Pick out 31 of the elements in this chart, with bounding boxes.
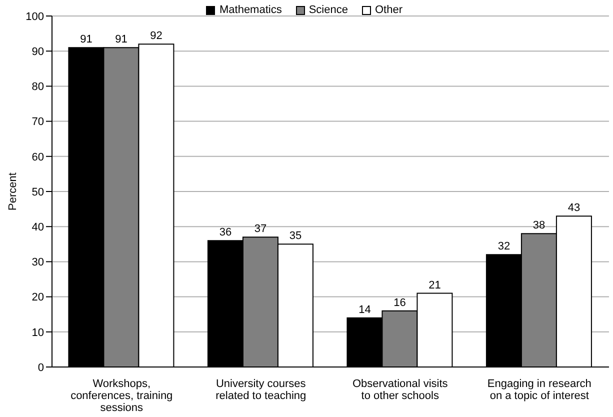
data-label: 32: [498, 240, 510, 253]
legend-label: Science: [308, 4, 348, 16]
data-label: 36: [219, 226, 232, 239]
data-label: 91: [80, 34, 92, 46]
y-tick-label: 30: [32, 256, 44, 269]
x-tick-label: Engaging in research on a topic of interest: [487, 378, 592, 402]
y-tick-label: 10: [32, 326, 44, 339]
y-tick-label: 90: [32, 46, 44, 58]
x-tick-label: Observational visits to other schools: [352, 378, 448, 402]
data-label: 21: [428, 279, 441, 292]
y-tick-label: 60: [32, 151, 44, 164]
data-label: 14: [358, 304, 371, 316]
data-label: 37: [254, 223, 267, 236]
data-label: 92: [150, 30, 162, 42]
y-axis-title: Percent: [6, 172, 19, 210]
data-label: 35: [289, 230, 302, 242]
y-tick-label: 80: [32, 81, 44, 94]
y-tick-label: 20: [32, 292, 44, 304]
y-tick-label: 0: [38, 362, 44, 374]
data-label: 43: [568, 202, 580, 214]
data-label: 91: [115, 34, 128, 46]
y-tick-label: 100: [26, 10, 44, 23]
legend-label: Mathematics: [219, 4, 282, 16]
x-tick-label: Workshops, conferences, training sessions: [70, 378, 173, 414]
y-tick-label: 50: [32, 186, 44, 198]
legend-label: Other: [374, 4, 402, 16]
data-label: 38: [532, 220, 546, 232]
data-label: 16: [394, 296, 406, 309]
y-tick-label: 40: [32, 222, 44, 234]
y-tick-label: 70: [32, 116, 44, 128]
x-tick-label: University courses related to teaching: [216, 378, 306, 402]
